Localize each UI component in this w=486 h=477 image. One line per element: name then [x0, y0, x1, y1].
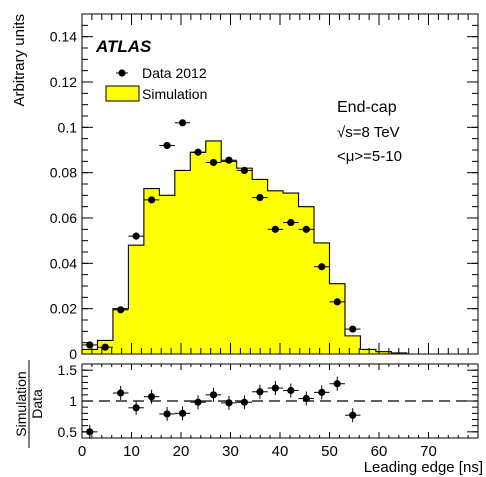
ratio-y-label: Simulation Data: [13, 360, 45, 448]
annotation-energy: √s=8 TeV: [337, 124, 400, 141]
data-point: [240, 166, 249, 174]
ratio-points: [82, 376, 361, 439]
simulation-bar: [221, 161, 237, 354]
simulation-histogram: [81, 140, 469, 355]
ratio-point: [287, 386, 295, 395]
data-point: [271, 225, 279, 233]
legend: Data 2012 Simulation: [105, 65, 207, 102]
main-panel: 0 0.02 0.04 0.06 0.08 0.1 0.12 0.14 Arbitrary u…: [11, 13, 479, 362]
legend-simulation-swatch: [105, 85, 140, 102]
ratio-point: [209, 391, 218, 399]
simulation-bar: [159, 195, 175, 354]
simulation-bar: [128, 245, 144, 354]
ratio-point: [148, 393, 156, 401]
ratio-point: [240, 398, 249, 406]
ratio-point: [349, 411, 357, 419]
simulation-bar: [329, 283, 345, 354]
data-point: [256, 194, 264, 202]
ratio-x-axis: 0 10 20 30 40 50 60 70: [78, 364, 469, 460]
simulation-bar: [205, 140, 222, 354]
simulation-bar: [267, 190, 284, 354]
x-tick-label: 10: [123, 443, 140, 460]
ratio-point: [178, 409, 187, 417]
simulation-bar: [143, 188, 160, 354]
ratio-y-axis: 0.5 1 1.5: [58, 362, 478, 440]
simulation-bar: [236, 168, 253, 354]
ratio-point: [256, 388, 264, 396]
data-point: [163, 141, 171, 150]
data-point: [101, 343, 109, 351]
legend-simulation-label: Simulation: [142, 86, 207, 102]
data-point: [349, 325, 357, 333]
data-point: [333, 298, 341, 306]
x-tick-label: 60: [371, 443, 388, 460]
simulation-bar: [112, 308, 129, 354]
x-tick-label: 20: [173, 443, 190, 460]
y-tick-label: 0.12: [50, 74, 77, 90]
data-point: [132, 232, 140, 240]
y-tick-label: 0.14: [50, 29, 77, 45]
atlas-label: ATLAS: [95, 37, 152, 56]
annotation-region: End-cap: [337, 99, 397, 116]
y-tick-label: 0: [69, 346, 77, 362]
x-tick-label: 0: [78, 443, 86, 460]
simulation-bar: [174, 170, 191, 354]
x-tick-label: 30: [222, 443, 239, 460]
ratio-point: [194, 398, 202, 406]
ratio-point: [333, 380, 341, 388]
data-point: [209, 158, 218, 167]
simulation-bar: [283, 193, 299, 354]
ratio-panel: 0.511.5 0 10 20 30 40 50 60 70 Simulation Data …: [13, 360, 483, 476]
data-point: [318, 263, 326, 271]
ratio-y-tick-label: 1.5: [58, 362, 78, 378]
ratio-point: [318, 388, 326, 396]
annotation-pileup: <μ>=5-10: [337, 148, 402, 165]
simulation-bar: [360, 349, 376, 354]
ratio-y-tick-label: 0.5: [58, 424, 78, 440]
annotations: End-cap √s=8 TeV <μ>=5-10: [337, 99, 402, 165]
y-tick-label: 0.1: [58, 119, 78, 135]
simulation-bar: [298, 206, 315, 354]
main-y-axis: 0 0.02 0.04 0.06 0.08 0.1 0.12 0.14: [50, 24, 478, 362]
simulation-bar: [190, 152, 206, 354]
simulation-bar: [252, 179, 268, 354]
y-tick-label: 0.04: [50, 255, 77, 271]
simulation-bar: [82, 349, 98, 354]
ratio-y-label-numerator: Simulation: [13, 371, 29, 436]
y-tick-label: 0.02: [50, 301, 77, 317]
data-points: [82, 119, 361, 351]
x-tick-label: 50: [321, 443, 338, 460]
data-point: [194, 148, 202, 156]
x-axis-label: Leading edge [ns]: [364, 459, 483, 476]
ratio-point: [132, 404, 140, 412]
y-tick-label: 0.08: [50, 165, 77, 181]
legend-data-label: Data 2012: [142, 65, 207, 81]
ratio-point: [117, 389, 125, 397]
ratio-point: [163, 410, 171, 418]
simulation-bar: [344, 335, 361, 354]
data-point: [178, 119, 187, 127]
main-x-axis: [81, 14, 469, 354]
simulation-outline: [81, 140, 469, 355]
simulation-bar: [314, 242, 330, 354]
y-axis-label: Arbitrary units: [11, 14, 28, 107]
simulation-bar: [375, 351, 392, 354]
data-point: [287, 218, 295, 227]
data-point: [302, 225, 310, 233]
ratio-point: [271, 384, 279, 392]
data-point: [117, 306, 125, 314]
data-point: [148, 196, 156, 204]
x-tick-label: 40: [272, 443, 289, 460]
ratio-y-tick-label: 1: [69, 393, 77, 409]
ratio-point: [302, 394, 310, 403]
data-point: [225, 156, 233, 164]
ratio-y-label-denominator: Data: [29, 389, 45, 419]
x-tick-label: 70: [420, 443, 437, 460]
ratio-point: [225, 399, 233, 407]
y-tick-label: 0.06: [50, 210, 77, 226]
